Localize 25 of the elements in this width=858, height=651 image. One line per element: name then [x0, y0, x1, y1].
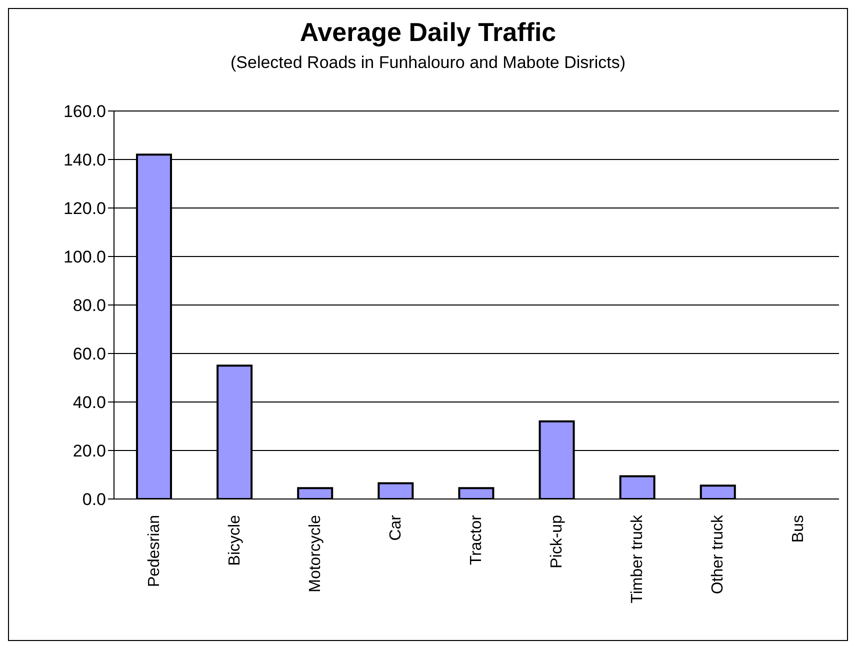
bar: [297, 487, 334, 499]
x-tick-label: Bus: [790, 515, 808, 543]
x-tick-label: Motorcycle: [306, 514, 324, 592]
x-tick-label: Tractor: [468, 514, 485, 566]
chart-title: Average Daily Traffic: [298, 17, 558, 48]
x-tick-label: Other truck: [710, 514, 727, 594]
x-tick-label: Car: [387, 514, 404, 541]
y-tick-label: 0.0: [82, 490, 106, 510]
y-tick-label: 160.0: [63, 102, 106, 122]
y-tick-label: 100.0: [63, 248, 106, 267]
y-tick-label: 80.0: [72, 296, 106, 316]
chart-subtitle: (Selected Roads in Funhalouro and Mabote Disricts): [230, 53, 626, 73]
x-tick-label: Pedesrian: [146, 515, 163, 588]
bar: [378, 482, 414, 499]
x-tick-label: Timber truck: [629, 514, 646, 604]
y-tick-label: 20.0: [72, 442, 106, 461]
y-tick-label: 40.0: [72, 393, 106, 412]
x-tick-label: Bicycle: [226, 514, 244, 566]
bar: [458, 487, 494, 499]
y-tick-label: 120.0: [63, 199, 106, 218]
y-tick-label: 60.0: [72, 344, 106, 364]
bar: [700, 484, 736, 499]
y-tick-label: 140.0: [63, 150, 106, 170]
x-tick-label: Pick-up: [548, 514, 566, 568]
bar: [619, 475, 656, 499]
